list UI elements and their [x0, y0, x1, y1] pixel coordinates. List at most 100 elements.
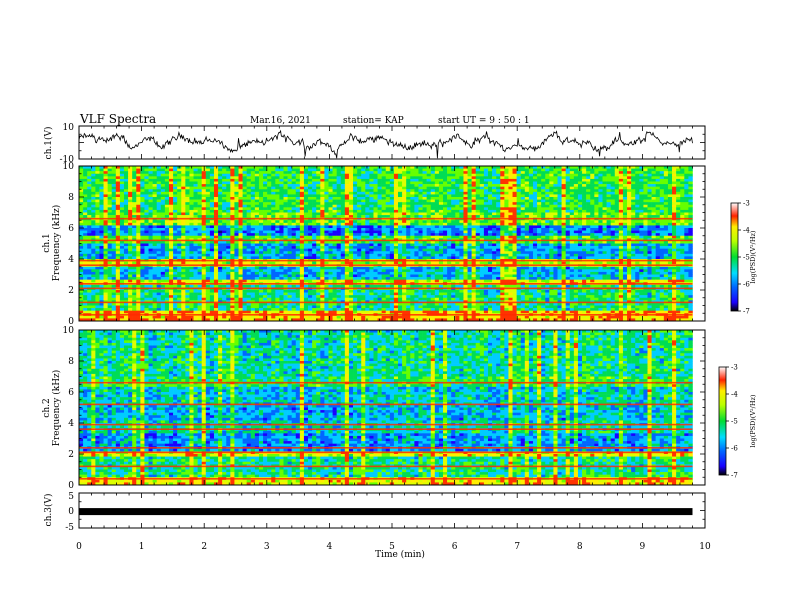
spectrogram-cell [295, 173, 301, 177]
spectrogram-cell [455, 225, 460, 229]
spectrogram-cell [303, 240, 309, 244]
spectrogram-cell [610, 202, 616, 206]
spectrogram-cell [164, 202, 170, 206]
spectrogram-cell [156, 194, 162, 198]
spectrogram-cell [561, 186, 566, 190]
spectrogram-cell [136, 230, 141, 234]
spectrogram-cell [598, 184, 603, 187]
spectrogram-cell [164, 189, 170, 193]
spectrogram-cell [635, 176, 640, 180]
spectrogram-cell [369, 194, 374, 198]
spectrogram-cell [622, 184, 628, 187]
spectrogram-cell [471, 220, 477, 224]
spectrogram-cell [164, 197, 170, 200]
spectrogram-cell [299, 168, 305, 172]
spectrogram-cell [230, 176, 235, 180]
spectrogram-cell [586, 215, 591, 218]
spectrogram-cell [631, 222, 636, 226]
spectrogram-cell [332, 202, 337, 206]
spectrogram-cell [295, 166, 301, 169]
spectrogram-cell [463, 209, 468, 213]
spectrogram-cell [389, 194, 395, 198]
spectrogram-cell [573, 230, 579, 234]
spectrogram-cell [614, 173, 620, 177]
spectrogram-cell [684, 191, 689, 195]
spectrogram-cell [332, 246, 337, 249]
spectrogram-cell [111, 222, 117, 226]
spectrogram-cell [549, 194, 554, 198]
spectrogram-cell [283, 184, 288, 187]
spectrogram-cell [385, 233, 391, 237]
spectrogram-cell [324, 248, 329, 252]
spectrogram-cell [344, 225, 350, 229]
spectrogram-cell [402, 202, 407, 206]
spectrogram-cell [373, 184, 378, 187]
spectrogram-cell [115, 240, 121, 244]
spectrogram-cell [144, 209, 149, 213]
spectrogram-cell [582, 246, 587, 249]
spectrogram-cell [263, 173, 268, 177]
spectrogram-cell [185, 240, 190, 244]
spectrogram-cell [377, 199, 382, 203]
spectrogram-cell [209, 166, 215, 169]
spectrogram-cell [373, 204, 378, 208]
spectrogram-cell [586, 191, 591, 195]
spectrogram-cell [279, 171, 284, 175]
spectrogram-cell [569, 240, 575, 244]
spectrogram-cell [590, 215, 595, 218]
spectrogram-cell [385, 181, 391, 185]
spectrogram-cell [123, 215, 129, 218]
spectrogram-cell [156, 230, 162, 234]
spectrogram-cell [606, 171, 611, 175]
spectrogram-cell [602, 204, 607, 208]
spectrogram-cell [672, 220, 677, 224]
spectrogram-cell [111, 246, 117, 249]
spectrogram-cell [197, 220, 202, 224]
spectrogram-cell [83, 186, 88, 190]
spectrogram-cell [545, 230, 550, 234]
spectrogram-cell [643, 178, 648, 182]
spectrogram-cell [663, 191, 669, 195]
spectrogram-cell [414, 209, 419, 213]
spectrogram-cell [148, 191, 153, 195]
spectrogram-cell [144, 168, 149, 172]
spectrogram-cell [279, 246, 284, 249]
spectrogram-cell [99, 189, 104, 193]
spectrogram-cell [471, 173, 477, 177]
spectrogram-cell [197, 235, 202, 239]
spectrogram-cell [111, 171, 117, 175]
spectrogram-cell [479, 222, 485, 226]
spectrogram-cell [107, 233, 113, 237]
spectrogram-cell [418, 207, 423, 211]
spectrogram-cell [598, 173, 603, 177]
spectrogram-cell [324, 168, 329, 172]
spectrogram-cell [91, 171, 96, 175]
spectrogram-cell [136, 222, 141, 226]
spectrogram-cell [500, 173, 505, 177]
spectrogram-cell [291, 191, 297, 195]
spectrogram-cell [140, 233, 145, 237]
spectrogram-cell [680, 166, 685, 169]
spectrogram-cell [635, 194, 640, 198]
spectrogram-cell [279, 243, 284, 247]
spectrogram-cell [160, 186, 166, 190]
spectrogram-cell [197, 222, 202, 226]
spectrogram-cell [209, 212, 215, 216]
spectrogram-cell [422, 181, 427, 185]
spectrogram-cell [565, 240, 571, 244]
spectrogram-cell [389, 176, 395, 180]
spectrogram-cell [123, 207, 129, 211]
spectrogram-cell [541, 199, 546, 203]
spectrogram-cell [193, 176, 198, 180]
spectrogram-cell [156, 243, 162, 247]
spectrogram-cell [443, 199, 448, 203]
spectrogram-cell [504, 184, 509, 187]
spectrogram-cell [136, 215, 141, 218]
spectrogram-cell [610, 246, 616, 249]
spectrogram-cell [144, 228, 149, 231]
spectrogram-cell [496, 212, 501, 216]
spectrogram-cell [303, 168, 309, 172]
spectrogram-cell [639, 189, 644, 193]
spectrogram-cell [308, 220, 313, 224]
spectrogram-cell [348, 199, 354, 203]
